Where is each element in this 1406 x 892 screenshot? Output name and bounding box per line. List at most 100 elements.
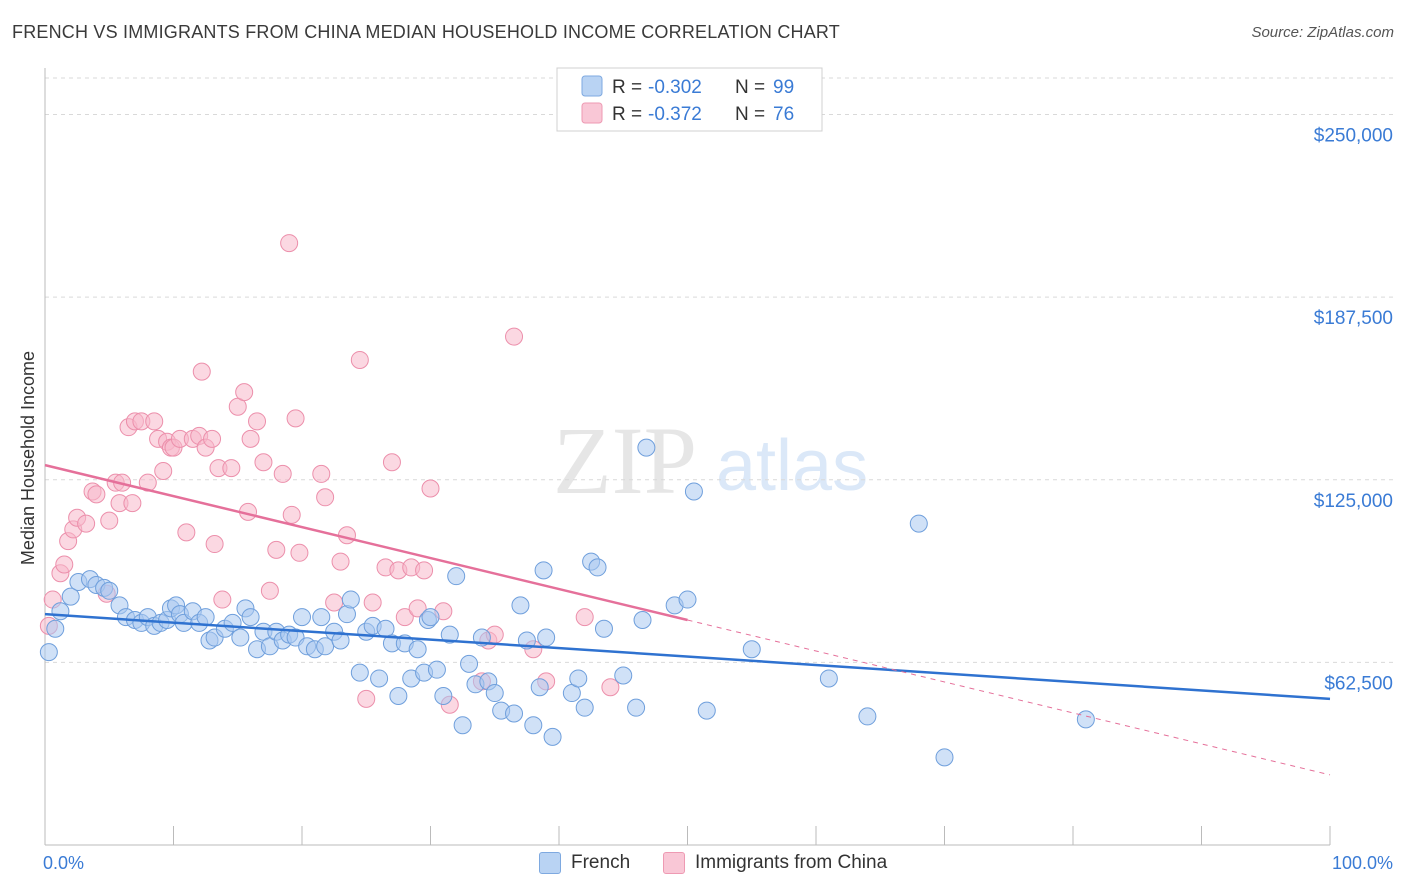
point-china [248, 412, 267, 431]
legend-r-label-french: R = [612, 77, 642, 98]
point-china [55, 555, 74, 574]
x-tick-label-min: 0.0% [43, 853, 84, 873]
legend-r-value-china: -0.372 [648, 104, 702, 125]
point-french [293, 608, 311, 627]
point-china [192, 362, 211, 381]
legend-box: R = -0.302 N = 99 R = -0.372 N = 76 [556, 67, 823, 132]
x-tick-label-max: 100.0% [1332, 853, 1393, 873]
point-china [87, 485, 106, 504]
point-china [575, 608, 594, 627]
bottom-legend-french: French [539, 852, 630, 874]
point-china [260, 581, 279, 600]
point-french [421, 608, 440, 627]
point-china [222, 459, 241, 478]
legend-swatch-china [581, 102, 603, 124]
bottom-legend: French Immigrants from China [0, 852, 1406, 878]
point-french [575, 698, 594, 717]
bottom-legend-swatch-china [663, 852, 685, 874]
point-french [440, 625, 459, 644]
series-french-points [39, 438, 1095, 767]
point-french [614, 666, 633, 685]
legend-r-value-french: -0.302 [648, 77, 702, 98]
point-china [421, 479, 440, 498]
point-french [633, 611, 652, 630]
point-china [282, 505, 301, 524]
point-french [524, 716, 543, 735]
watermark: ZIP atlas [553, 407, 868, 514]
point-china [286, 409, 305, 428]
y-tick-label: $62,500 [1324, 673, 1393, 694]
point-china [395, 608, 414, 627]
point-china [203, 429, 222, 448]
source-label: Source: ZipAtlas.com [1251, 24, 1394, 41]
y-tick-label: $250,000 [1314, 126, 1393, 147]
point-china [205, 535, 224, 554]
point-french [61, 587, 80, 606]
point-french [511, 596, 530, 615]
point-french [909, 514, 928, 533]
point-french [453, 716, 472, 735]
point-china [357, 689, 376, 708]
point-french [312, 608, 331, 627]
point-china [100, 511, 119, 530]
point-french [434, 686, 453, 705]
trend-lines [44, 463, 1331, 776]
legend-n-label-china: N = [735, 104, 765, 125]
point-french [331, 631, 350, 650]
point-french [543, 727, 562, 746]
trend-line-china [44, 463, 688, 622]
legend-r-label-china: R = [612, 104, 642, 125]
point-french [241, 608, 260, 627]
y-tick-label: $187,500 [1314, 308, 1393, 329]
point-china [145, 412, 164, 431]
point-china [213, 590, 232, 609]
chart-title: FRENCH VS IMMIGRANTS FROM CHINA MEDIAN H… [12, 22, 840, 42]
watermark-atlas: atlas [716, 426, 868, 506]
point-french [341, 590, 360, 609]
point-french [485, 684, 504, 703]
point-french [530, 678, 549, 697]
point-china [280, 234, 299, 253]
point-china [273, 464, 292, 483]
watermark-zip: ZIP [553, 407, 697, 514]
trend-line-china-extension [687, 619, 1331, 776]
point-french [819, 669, 838, 688]
point-french [447, 567, 466, 586]
point-french [100, 581, 119, 600]
point-china [290, 543, 309, 562]
point-china [415, 561, 434, 580]
point-french [46, 619, 65, 638]
grid-lines [45, 77, 1393, 663]
point-china [408, 599, 427, 618]
point-french [408, 640, 427, 659]
point-french [697, 701, 716, 720]
legend-n-label-french: N = [735, 77, 765, 98]
point-french [196, 608, 215, 627]
point-china [350, 350, 369, 369]
point-french [370, 669, 389, 688]
point-china [254, 453, 273, 472]
point-french [569, 669, 588, 688]
point-china [177, 523, 196, 542]
y-axis-title: Median Household Income [18, 351, 38, 565]
point-french [678, 590, 697, 609]
y-tick-label: $125,000 [1314, 491, 1393, 512]
point-french [1076, 710, 1095, 729]
point-china [123, 494, 142, 513]
legend-n-value-french: 99 [773, 77, 794, 98]
point-french [39, 643, 58, 662]
point-china [331, 552, 350, 571]
point-china [312, 464, 331, 483]
point-china [241, 429, 260, 448]
point-french [350, 663, 369, 682]
point-french [594, 619, 613, 638]
point-french [51, 602, 70, 621]
bottom-legend-swatch-french [539, 852, 561, 874]
bottom-legend-label-china: Immigrants from China [695, 852, 888, 873]
point-french [389, 686, 408, 705]
point-french [537, 628, 556, 647]
point-china [154, 461, 173, 480]
point-french [427, 660, 446, 679]
point-french [231, 628, 250, 647]
